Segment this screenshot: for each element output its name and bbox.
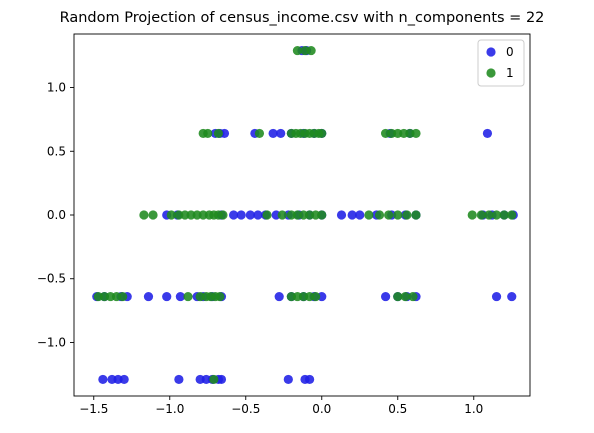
data-point-series-1 [148,210,158,220]
points-layer [92,45,518,385]
data-point-series-1 [203,128,213,139]
data-point-series-0 [268,128,278,139]
x-tick-label: 0.5 [388,402,407,416]
x-tick-label: −1.0 [155,402,184,416]
data-point-series-0 [229,210,239,220]
data-point-series-0 [143,291,154,302]
data-point-series-0 [283,374,293,385]
data-point-series-1 [209,374,219,385]
data-point-series-1 [183,291,193,302]
data-point-series-1 [262,210,272,220]
chart-title: Random Projection of census_income.csv w… [60,10,545,26]
data-point-series-0 [347,210,357,220]
data-point-series-1 [277,210,287,220]
data-point-series-1 [317,128,327,139]
data-point-series-1 [400,291,410,302]
legend-label: 0 [506,45,514,59]
y-tick-label: −1.0 [37,335,66,349]
legend-marker [486,47,496,57]
y-tick-label: 0.5 [47,144,66,158]
y-tick-label: 1.0 [47,81,66,95]
data-point-series-1 [484,210,494,220]
data-point-series-0 [507,291,517,302]
legend-label: 1 [506,66,514,80]
x-tick-label: −1.5 [79,402,108,416]
data-point-series-1 [317,210,327,220]
data-point-series-1 [476,210,486,220]
data-point-series-0 [276,128,286,139]
data-point-series-1 [408,291,418,302]
data-point-series-1 [364,210,374,220]
data-point-series-0 [216,374,227,385]
data-point-series-1 [306,45,316,56]
y-tick-label: 0.0 [47,208,66,222]
data-point-series-1 [467,210,477,220]
data-point-series-0 [482,128,493,139]
data-point-series-1 [166,210,176,220]
data-point-series-1 [374,210,385,220]
data-point-series-1 [507,210,517,220]
data-point-series-0 [381,291,391,302]
x-axis: −1.5 −1.0 −0.5 0.0 0.5 1.0 [79,396,483,416]
x-tick-label: 1.0 [464,402,483,416]
data-point-series-0 [236,210,246,220]
data-point-series-1 [393,210,403,220]
data-point-series-0 [491,291,502,302]
data-point-series-1 [311,291,321,302]
data-point-series-1 [139,210,149,220]
x-tick-label: −0.5 [231,402,260,416]
data-point-series-0 [175,291,185,302]
legend-box [477,39,525,87]
data-point-series-1 [254,128,265,139]
y-tick-label: −0.5 [37,272,66,286]
data-point-series-0 [174,374,184,385]
data-point-series-1 [213,128,223,139]
data-point-series-1 [411,128,421,139]
data-point-series-0 [162,291,172,302]
data-point-series-1 [393,291,403,302]
data-point-series-1 [218,210,228,220]
data-point-series-0 [119,374,129,385]
data-point-series-1 [411,210,421,220]
x-tick-label: 0.0 [312,402,331,416]
data-point-series-0 [274,291,284,302]
data-point-series-0 [253,210,263,220]
data-point-series-0 [355,210,365,220]
legend-marker [486,68,496,78]
data-point-series-0 [245,210,255,220]
data-point-series-0 [336,210,347,220]
data-point-series-0 [98,374,108,385]
legend: 01 [477,39,525,87]
data-point-series-1 [499,210,509,220]
data-point-series-1 [491,210,502,220]
data-point-series-1 [402,210,412,220]
data-point-series-1 [384,210,394,220]
data-point-series-1 [292,45,303,56]
data-point-series-1 [215,291,225,302]
data-point-series-0 [305,374,315,385]
data-point-series-1 [118,291,128,302]
y-axis: −1.0 −0.5 0.0 0.5 1.0 [37,81,74,349]
